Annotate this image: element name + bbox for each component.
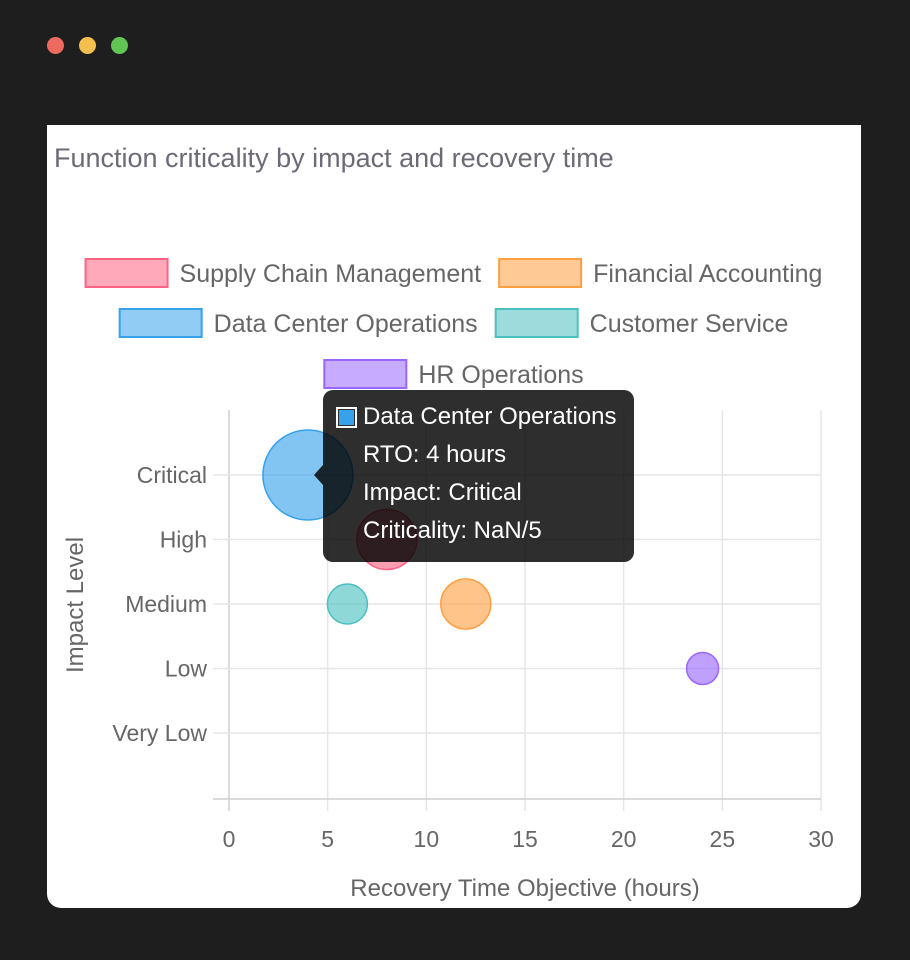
chart-legend: Supply Chain Management Financial Account…: [84, 258, 822, 389]
tooltip-impact: Impact: Critical: [363, 479, 522, 506]
chart-tooltip: Data Center Operations RTO: 4 hours Impa…: [314, 390, 634, 562]
tooltip-title: Data Center Operations: [363, 403, 617, 430]
legend-swatch-customer-service: [494, 308, 579, 338]
y-axis-title: Impact Level: [62, 537, 89, 673]
tooltip-color-swatch: [336, 407, 357, 428]
x-tick-label: 15: [512, 826, 538, 852]
bubble-hr-operations[interactable]: [685, 651, 720, 686]
y-tick-label: Medium: [125, 591, 207, 617]
maximize-window-dot[interactable]: [111, 37, 128, 54]
legend-label-supply-chain-management[interactable]: Supply Chain Management: [180, 260, 482, 288]
legend-swatch-data-center-operations: [118, 308, 203, 338]
y-tick-label: Very Low: [112, 720, 207, 746]
chart-title: Function criticality by impact and recov…: [54, 143, 614, 173]
minimize-window-dot[interactable]: [79, 37, 96, 54]
chart-card: Function criticality by impact and recov…: [47, 125, 861, 908]
x-tick-label: 25: [710, 826, 736, 852]
x-tick-label: 0: [223, 826, 236, 852]
bubble-chart: Supply Chain Management Financial Account…: [62, 258, 834, 902]
y-tick-label: High: [160, 527, 207, 553]
tooltip-caret: [314, 465, 323, 485]
x-tick-label: 5: [321, 826, 334, 852]
tooltip-criticality: Criticality: NaN/5: [363, 517, 542, 544]
legend-label-financial-accounting[interactable]: Financial Accounting: [593, 260, 822, 288]
close-window-dot[interactable]: [47, 37, 64, 54]
legend-swatch-supply-chain-management: [84, 258, 169, 288]
legend-swatch-financial-accounting: [498, 258, 583, 288]
bubble-customer-service[interactable]: [326, 583, 369, 625]
x-tick-label: 30: [808, 826, 834, 852]
legend-label-hr-operations[interactable]: HR Operations: [418, 361, 583, 389]
chart-axes: 0 5 10 15 20 25 30 Very Low Low Medium High Critica…: [62, 462, 834, 902]
x-tick-label: 20: [611, 826, 637, 852]
window-controls: [47, 37, 128, 54]
legend-label-customer-service[interactable]: Customer Service: [590, 310, 789, 338]
tooltip-rto: RTO: 4 hours: [363, 441, 507, 468]
x-tick-label: 10: [414, 826, 440, 852]
legend-label-data-center-operations[interactable]: Data Center Operations: [214, 310, 478, 338]
y-tick-label: Critical: [137, 462, 207, 488]
y-tick-label: Low: [165, 656, 208, 682]
x-axis-title: Recovery Time Objective (hours): [350, 875, 699, 902]
bubble-financial-accounting[interactable]: [440, 578, 492, 630]
legend-swatch-hr-operations: [323, 359, 408, 389]
